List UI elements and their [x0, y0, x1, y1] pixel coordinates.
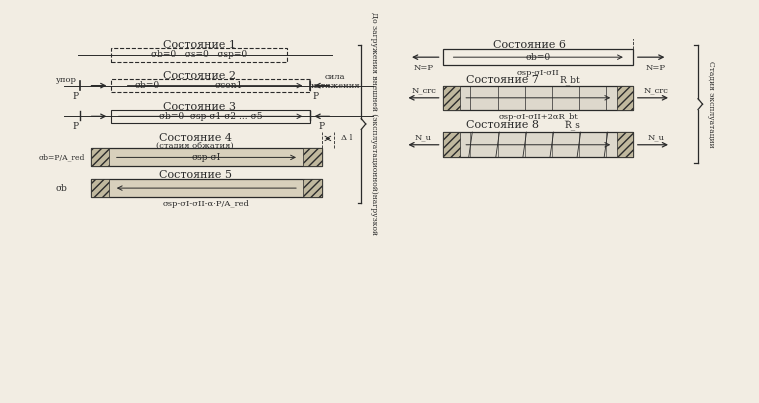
Text: R_bt: R_bt: [559, 75, 580, 85]
Bar: [443, 132, 633, 158]
Text: Состояние 1: Состояние 1: [163, 40, 236, 50]
Bar: [111, 48, 287, 62]
Text: Состояние 6: Состояние 6: [493, 40, 565, 50]
Text: σcon1: σcon1: [214, 81, 243, 90]
Text: R_s: R_s: [565, 120, 581, 130]
Text: Состояние 8: Состояние 8: [465, 120, 539, 130]
Bar: [111, 110, 310, 123]
Text: Состояние 4: Состояние 4: [159, 133, 231, 143]
Text: σsp-σI: σsp-σI: [192, 153, 221, 162]
Text: Δ l: Δ l: [342, 135, 353, 142]
Text: P: P: [73, 122, 79, 131]
Bar: [443, 132, 460, 158]
Bar: [304, 148, 322, 166]
Text: σb=0: σb=0: [526, 53, 551, 62]
Bar: [304, 179, 322, 197]
Text: Состояние 7: Состояние 7: [466, 75, 539, 85]
Text: N_u: N_u: [415, 133, 432, 141]
Bar: [443, 49, 633, 65]
Bar: [617, 86, 633, 110]
Text: До загружения внешней (эксплуатационной)нагрузкой: До загружения внешней (эксплуатационной)…: [370, 12, 378, 235]
Text: упор: упор: [55, 76, 77, 84]
Text: σb: σb: [55, 184, 68, 193]
Text: σsp-σI-σII+2αR_bt: σsp-σI-σII+2αR_bt: [499, 113, 578, 121]
Text: N=P: N=P: [646, 64, 666, 72]
Text: Состояние 5: Состояние 5: [159, 170, 231, 181]
Text: P: P: [312, 91, 318, 100]
Text: σb=0   σs=0   σsp=0: σb=0 σs=0 σsp=0: [151, 50, 247, 59]
Text: N_crc: N_crc: [411, 87, 436, 95]
Text: (стадия обжатия): (стадия обжатия): [156, 142, 234, 150]
Bar: [91, 148, 109, 166]
Text: Состояние 3: Состояние 3: [163, 102, 236, 112]
Text: σb=0: σb=0: [134, 81, 160, 90]
Text: σsp-σI-σII: σsp-σI-σII: [517, 69, 559, 77]
Text: N_u: N_u: [648, 133, 665, 141]
Text: σb=0  σsp-σ1-σ2-...-σ5: σb=0 σsp-σ1-σ2-...-σ5: [159, 112, 263, 121]
Bar: [91, 179, 322, 197]
Bar: [91, 148, 322, 166]
Text: N_crc: N_crc: [644, 87, 669, 95]
Text: P: P: [73, 91, 79, 100]
Bar: [111, 79, 310, 92]
Text: N=P: N=P: [414, 64, 433, 72]
Text: σb=P/A_red: σb=P/A_red: [38, 154, 85, 162]
Text: P: P: [319, 122, 325, 131]
Text: Стадия эксплуатации: Стадия эксплуатации: [707, 61, 715, 147]
Text: σsp-σI-σII-α·P/A_red: σsp-σI-σII-α·P/A_red: [163, 200, 250, 208]
Bar: [443, 86, 460, 110]
Text: Состояние 2: Состояние 2: [163, 71, 236, 81]
Bar: [91, 179, 109, 197]
Bar: [443, 86, 633, 110]
Bar: [617, 132, 633, 158]
Text: сила
натяжения: сила натяжения: [310, 73, 360, 90]
